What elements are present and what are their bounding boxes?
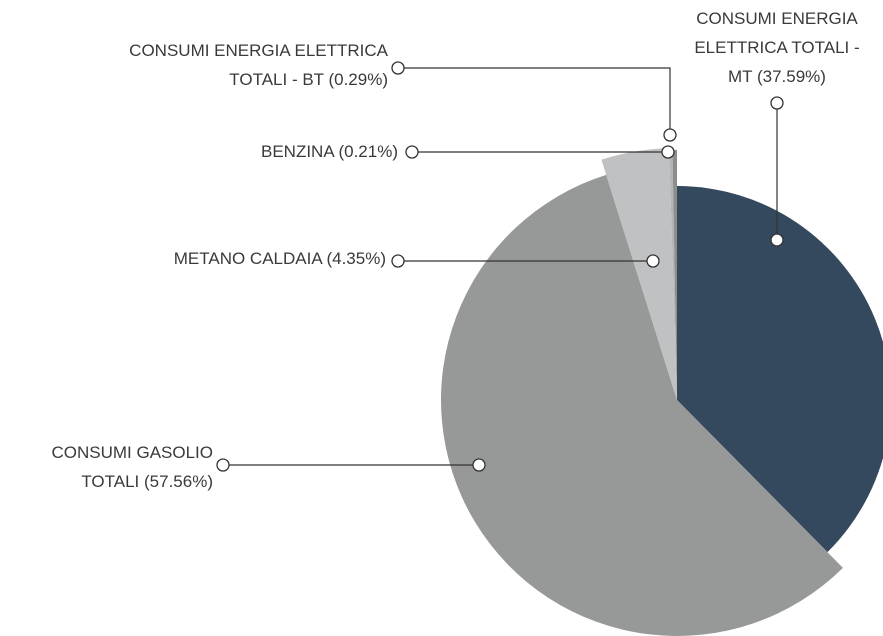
leader-dot — [661, 145, 675, 159]
pie-slice — [669, 150, 677, 400]
pie-slice — [677, 186, 883, 553]
leader-dot — [391, 254, 405, 268]
label-line: TOTALI (57.56%) — [81, 472, 213, 491]
leader-dot — [770, 96, 784, 110]
label-line: ELETTRICA TOTALI - — [694, 38, 859, 57]
leader-line — [398, 67, 671, 135]
label-line: TOTALI - BT (0.29%) — [229, 70, 388, 89]
slice-label: METANO CALDAIA (4.35%) — [174, 249, 386, 268]
pie-slice — [672, 150, 677, 400]
pie-slice — [441, 174, 843, 636]
slice-label: CONSUMI GASOLIO TOTALI (57.56%) — [51, 443, 213, 491]
slice-label: CONSUMI ENERGIA ELETTRICA TOTALI - BT (0.… — [129, 41, 388, 89]
slice-label: BENZINA (0.21%) — [261, 142, 398, 161]
leader-dot — [770, 233, 784, 247]
label-line: CONSUMI GASOLIO — [51, 443, 213, 462]
leader-dot — [472, 458, 486, 472]
leader-dot — [646, 254, 660, 268]
slice-label: CONSUMI ENERGIA ELETTRICA TOTALI - MT (37.… — [694, 9, 859, 86]
label-line: BENZINA (0.21%) — [261, 142, 398, 161]
leader-dot — [663, 128, 677, 142]
leader-dot — [405, 145, 419, 159]
label-line: MT (37.59%) — [728, 67, 826, 86]
label-line: METANO CALDAIA (4.35%) — [174, 249, 386, 268]
leader-dot — [216, 458, 230, 472]
pie-slice — [601, 148, 677, 400]
label-line: CONSUMI ENERGIA — [696, 9, 858, 28]
label-line: CONSUMI ENERGIA ELETTRICA — [129, 41, 388, 60]
leader-dot — [391, 61, 405, 75]
